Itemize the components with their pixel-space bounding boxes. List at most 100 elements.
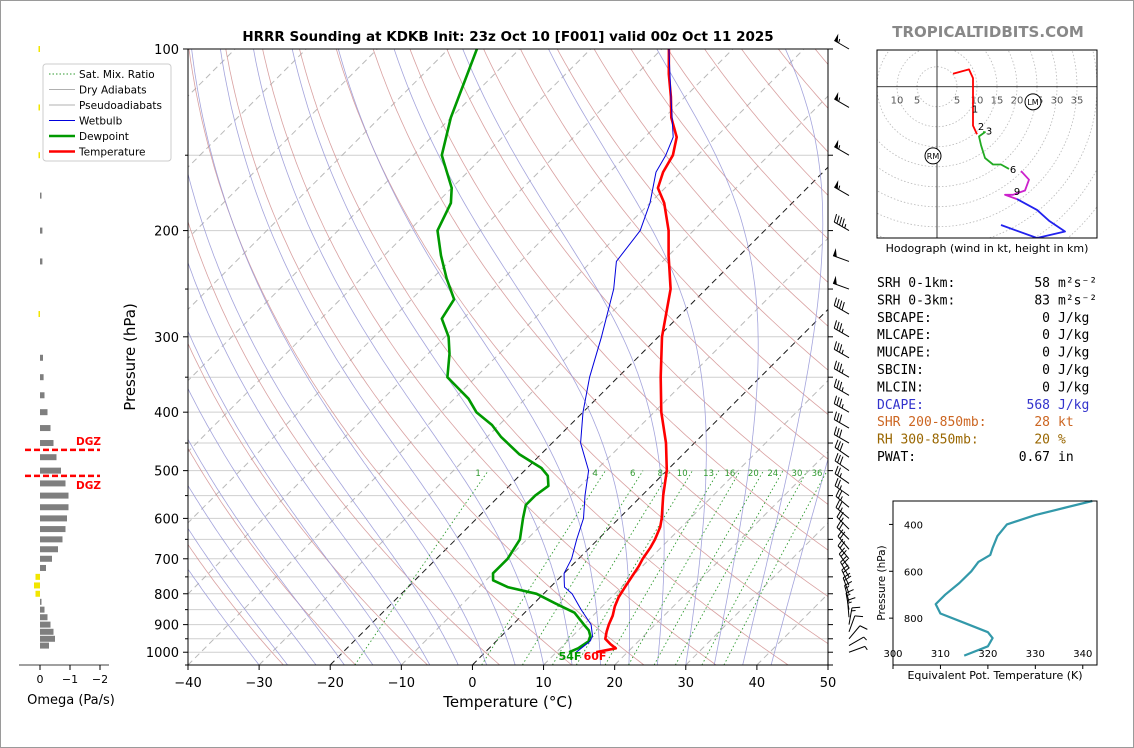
wind-barb	[836, 509, 850, 530]
isotherm	[614, 450, 828, 665]
wind-barb	[833, 360, 850, 378]
theta-e-ytick-label: 400	[904, 520, 923, 531]
index-label: DCAPE:	[877, 398, 924, 413]
hodo-trace	[978, 131, 1010, 170]
dry-adiabat	[446, 49, 828, 505]
barb-flag	[833, 275, 837, 285]
barb-full	[837, 538, 844, 547]
legend-label: Dry Adiabats	[79, 85, 147, 97]
index-unit: J/kg	[1058, 328, 1089, 343]
stability-indices: SRH 0-1km: 58 m²s⁻² SRH 0-3km: 83 m²s⁻² SBCAPE…	[877, 276, 1097, 465]
theta-e-xtick-label: 320	[978, 649, 997, 660]
omega-bar	[40, 614, 48, 621]
moist-adiabat	[220, 49, 516, 665]
barb-half	[841, 328, 844, 333]
omega-bar	[40, 642, 49, 649]
moist-adiabat	[742, 49, 824, 665]
index-row: SRH 0-3km: 83 m²s⁻²	[877, 293, 1097, 308]
wind-barb	[833, 378, 850, 396]
x-tick-label: 20	[606, 676, 623, 691]
omega-tick-label: −2	[92, 673, 108, 686]
barb-staff	[834, 186, 850, 197]
theta-e-xtick-label: 310	[931, 649, 950, 660]
y-tick-label: 900	[154, 619, 179, 634]
y-tick-label: 300	[154, 331, 179, 346]
barb-full	[845, 589, 854, 594]
barb-half	[846, 593, 851, 597]
barb-half	[864, 646, 868, 651]
omega-bar	[40, 504, 69, 511]
legend-label: Wetbulb	[79, 116, 123, 128]
wind-barb	[832, 275, 850, 290]
theta-e-xtick-label: 330	[1026, 649, 1045, 660]
barb-full	[836, 215, 840, 224]
barb-half	[847, 601, 852, 604]
hodo-height-label: 9	[1014, 187, 1020, 198]
hodo-ring-label: 10	[971, 96, 984, 107]
dry-adiabat	[188, 447, 356, 665]
index-row: RH 300-850mb: 20%	[877, 433, 1066, 448]
moist-adiabat	[188, 330, 402, 665]
dry-adiabat	[188, 220, 500, 665]
index-value: 0	[1042, 380, 1050, 395]
hodo-ring-label: 20	[1011, 96, 1024, 107]
dry-adiabat	[520, 49, 828, 415]
barb-full	[836, 509, 842, 518]
x-tick-label: 0	[468, 676, 476, 691]
hodo-height-label: 3	[986, 126, 992, 137]
omega-bar	[40, 526, 66, 533]
mixing-ratio-line	[552, 470, 671, 665]
moist-adiabat	[188, 261, 431, 665]
index-row: MLCIN: 0 J/kg	[877, 380, 1089, 395]
x-tick-label: −10	[388, 676, 415, 691]
barb-half	[840, 517, 844, 522]
barb-full	[834, 453, 839, 462]
y-tick-label: 800	[154, 588, 179, 603]
dry-adiabat	[188, 49, 573, 665]
barb-full	[838, 344, 843, 353]
omega-bar	[40, 354, 43, 361]
barb-full	[834, 439, 839, 448]
barb-full	[843, 575, 852, 582]
y-tick-label: 400	[154, 406, 179, 421]
mixing-ratio-line	[354, 470, 489, 665]
index-value: 0	[1042, 363, 1050, 378]
wind-barb	[848, 645, 868, 653]
index-label: MLCIN:	[877, 380, 924, 395]
barb-full	[838, 381, 843, 390]
isotherm	[188, 49, 378, 240]
barb-full	[836, 412, 840, 422]
dry-adiabat	[409, 49, 828, 551]
dry-adiabat	[262, 49, 717, 665]
moist-adiabat	[188, 438, 345, 665]
barb-full	[838, 511, 844, 520]
mixing-ratio-line	[481, 470, 606, 665]
mixing-ratio-label: 4	[593, 469, 598, 479]
chart-title: HRRR Sounding at KDKB Init: 23z Oct 10 […	[242, 29, 773, 45]
omega-bar	[40, 425, 51, 432]
barb-full	[838, 363, 843, 372]
barb-half	[839, 485, 842, 490]
wind-barb	[834, 439, 850, 458]
hodo-ring-label: 35	[1071, 96, 1084, 107]
skewt-legend: Sat. Mix. Ratio Dry Adiabats Pseudoadiabat…	[42, 63, 172, 162]
hodo-trace	[1004, 170, 1030, 200]
barb-half	[839, 473, 842, 478]
index-row: MUCAPE: 0 J/kg	[877, 346, 1089, 361]
theta-e-ytick-label: 800	[904, 614, 923, 625]
barb-full	[836, 427, 840, 437]
barb-full	[837, 467, 841, 476]
wind-barb	[847, 597, 856, 618]
barb-full	[833, 320, 838, 329]
storm-motion-marker	[924, 147, 942, 165]
dry-adiabat	[556, 49, 828, 371]
wind-barb	[837, 538, 850, 560]
barb-full	[836, 397, 840, 406]
dgz-label: DGZ	[76, 436, 101, 448]
index-label: SRH 0-1km:	[877, 276, 955, 291]
barb-full	[844, 580, 853, 586]
theta-e-ytick-label: 600	[904, 567, 923, 578]
wind-barb	[833, 411, 850, 429]
omega-bar	[38, 152, 40, 159]
barb-half	[838, 97, 841, 102]
